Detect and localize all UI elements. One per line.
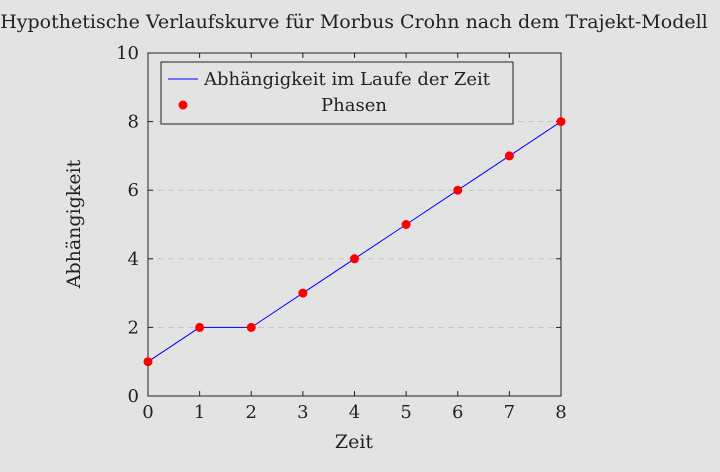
- x-tick-label-0: 0: [142, 402, 153, 423]
- grid: [148, 121, 561, 328]
- data-point-5: [401, 220, 411, 229]
- x-axis-label: Zeit: [335, 431, 374, 453]
- x-tick-label-4: 4: [349, 402, 360, 423]
- x-tick-label-7: 7: [504, 402, 515, 423]
- series-line-0: [147, 121, 562, 363]
- data-point-0: [143, 357, 153, 367]
- y-tick-label-1: 2: [128, 317, 139, 338]
- data-point-6: [453, 185, 463, 195]
- axis-ticks: 0 2 4 6 8 10 0 1 2 3 4 5 6 7 8: [116, 43, 567, 423]
- y-tick-label-0: 0: [128, 386, 139, 407]
- legend-item-line: Abhängigkeit im Laufe der Zeit: [203, 69, 491, 90]
- x-tick-label-6: 6: [452, 402, 463, 423]
- y-tick-label-5: 10: [116, 43, 139, 64]
- y-axis-label: Abhängigkeit: [63, 159, 85, 289]
- legend-item-markers: Phasen: [321, 95, 387, 116]
- data-point-1: [195, 322, 205, 332]
- y-tick-label-3: 6: [128, 180, 139, 201]
- data-point-2: [246, 322, 256, 332]
- data-point-8: [556, 117, 566, 127]
- legend-box: [160, 61, 514, 125]
- chart-title: Hypothetische Verlaufskurve für Morbus C…: [0, 11, 708, 33]
- x-tick-label-1: 1: [194, 402, 205, 423]
- legend: Abhängigkeit im Laufe der Zeit Phasen: [160, 61, 514, 125]
- x-tick-label-8: 8: [555, 402, 566, 423]
- legend-marker-swatch: [178, 100, 188, 110]
- x-tick-label-5: 5: [400, 402, 411, 423]
- data-point-3: [298, 288, 308, 298]
- data-point-7: [504, 151, 514, 161]
- y-tick-label-4: 8: [128, 112, 139, 133]
- y-tick-label-2: 4: [128, 249, 139, 270]
- data-point-4: [350, 254, 359, 264]
- x-tick-label-3: 3: [297, 402, 308, 423]
- x-tick-label-2: 2: [246, 402, 257, 423]
- series: [143, 117, 566, 367]
